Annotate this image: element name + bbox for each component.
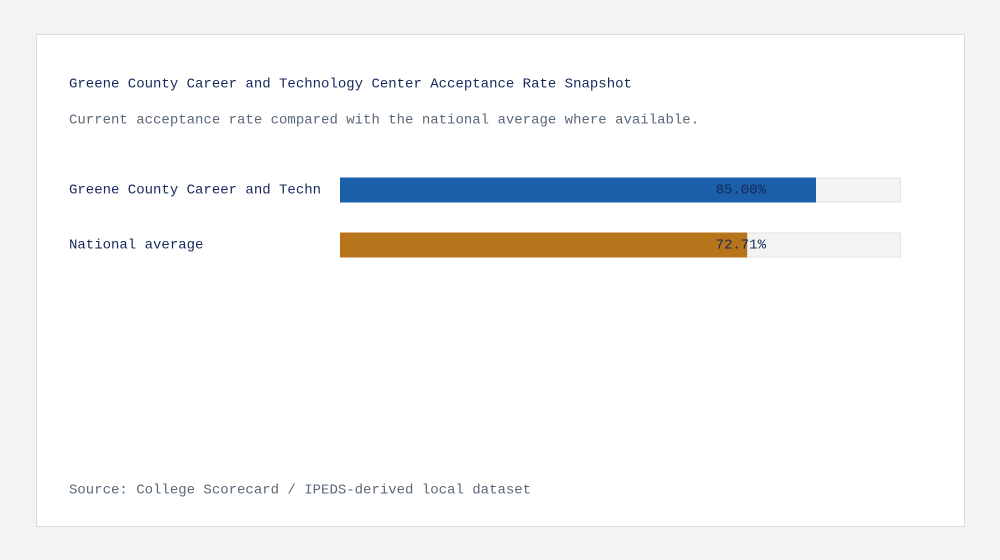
bar <box>340 232 748 258</box>
chart-subtitle: Current acceptance rate compared with th… <box>69 113 699 129</box>
bar <box>340 177 816 203</box>
category-label: Greene County Career and Techn <box>69 183 321 199</box>
source-note: Source: College Scorecard / IPEDS-derive… <box>69 483 531 499</box>
value-label: 85.00% <box>716 183 767 199</box>
category-label: National average <box>69 238 203 254</box>
card <box>36 34 965 527</box>
value-label: 72.71% <box>716 238 767 254</box>
chart-title: Greene County Career and Technology Cent… <box>69 77 632 93</box>
